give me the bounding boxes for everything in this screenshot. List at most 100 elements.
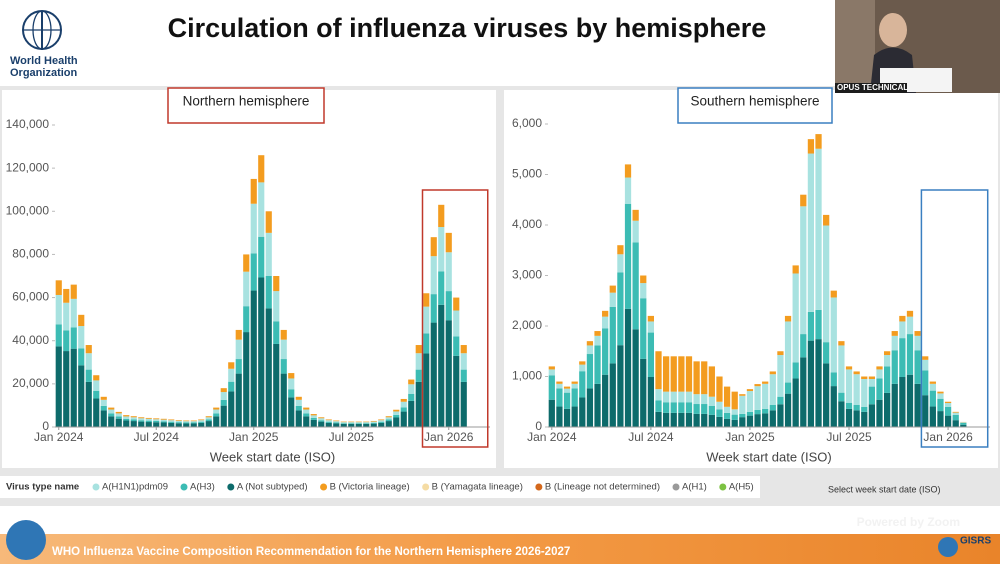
bar-segment [556, 388, 562, 406]
bar-segment [101, 410, 107, 427]
bar-segment [108, 408, 114, 410]
bar-segment [213, 416, 219, 427]
legend-label: B (Victoria lineage) [330, 482, 410, 493]
bar-segment [431, 294, 437, 322]
bar-segment [86, 370, 92, 382]
bar-segment [393, 418, 399, 427]
bar-segment [808, 312, 814, 341]
bar-segment [678, 402, 684, 413]
bar-segment [854, 371, 860, 374]
bar-segment [785, 394, 791, 427]
bar-segment [303, 413, 309, 416]
bar-segment [191, 423, 197, 427]
bar-segment [341, 423, 347, 424]
bar-segment [640, 359, 646, 427]
bar-segment [610, 286, 616, 293]
bar-segment [86, 345, 92, 353]
bar-segment [701, 394, 707, 404]
bar-segment [168, 423, 174, 427]
filter-hint: Select week start date (ISO) [828, 484, 941, 494]
x-tick-label: Jan 2025 [725, 430, 775, 444]
bar-segment [198, 423, 204, 427]
bar-segment [602, 311, 608, 317]
x-tick-label: Jan 2026 [424, 430, 474, 444]
bar-segment [823, 215, 829, 226]
bar-segment [288, 378, 294, 389]
x-tick-label: Jan 2026 [923, 430, 973, 444]
bar-segment [461, 345, 467, 353]
bar-segment [549, 369, 555, 375]
bar-segment [63, 330, 69, 351]
bar-segment [446, 291, 452, 320]
bar-segment [416, 382, 422, 427]
legend-title: Virus type name [6, 482, 79, 493]
bar-segment [724, 419, 730, 427]
bar-segment [800, 334, 806, 357]
legend-swatch [320, 484, 327, 491]
bar-segment [663, 402, 669, 413]
bar-segment [785, 316, 791, 322]
bar-segment [831, 386, 837, 427]
logo-text: Organization [10, 67, 78, 79]
bar-segment [236, 374, 242, 427]
y-tick-label: 2,000 [512, 318, 542, 332]
bar-segment [869, 387, 875, 405]
bar-segment [648, 316, 654, 322]
legend-swatch [181, 484, 188, 491]
bar-segment [930, 407, 936, 427]
bar-segment [602, 317, 608, 329]
bar-segment [793, 379, 799, 427]
bar-segment [876, 379, 882, 400]
speaker-label: OPUS TECHNICAL [837, 83, 908, 92]
legend-swatch [93, 484, 100, 491]
bar-segment [732, 420, 738, 427]
bar-segment [945, 403, 951, 407]
bar-segment [221, 388, 227, 392]
bar-segment [78, 326, 84, 348]
bar-segment [273, 321, 279, 344]
bar-segment [371, 421, 377, 422]
bar-segment [161, 422, 167, 427]
bar-segment [386, 421, 392, 427]
bar-segment [378, 423, 384, 427]
bar-segment [861, 407, 867, 412]
bar-segment [153, 422, 159, 427]
x-tick-label: Jul 2024 [134, 430, 180, 444]
bar-segment [587, 354, 593, 388]
bar-segment [108, 416, 114, 427]
bar-segment [762, 409, 768, 414]
bar-segment [408, 401, 414, 427]
bar-segment [326, 422, 332, 423]
who-logo [23, 11, 61, 50]
bar-segment [446, 320, 452, 427]
bar-segment [206, 421, 212, 427]
bar-segment [161, 421, 167, 422]
bar-segment [123, 415, 129, 416]
bar-segment [191, 421, 197, 422]
bar-segment [793, 265, 799, 273]
bar-segment [318, 418, 324, 420]
bar-segment [930, 391, 936, 407]
bar-segment [146, 418, 152, 419]
bar-segment [221, 392, 227, 400]
bar-segment [754, 414, 760, 427]
bar-segment [754, 384, 760, 386]
bar-segment [648, 333, 654, 377]
bar-segment [176, 422, 182, 423]
bar-segment [258, 182, 264, 236]
legend-swatch [535, 484, 542, 491]
bar-segment [663, 392, 669, 403]
bar-segment [854, 374, 860, 405]
bar-segment [176, 423, 182, 427]
bar-segment [610, 307, 616, 364]
bar-segment [431, 323, 437, 427]
bar-segment [838, 341, 844, 345]
bar-segment [610, 363, 616, 427]
bar-segment [318, 422, 324, 427]
bar-segment [625, 309, 631, 427]
bar-segment [423, 307, 429, 334]
bar-segment [831, 372, 837, 386]
bar-segment [176, 420, 182, 421]
bar-segment [594, 336, 600, 346]
bar-segment [800, 195, 806, 207]
